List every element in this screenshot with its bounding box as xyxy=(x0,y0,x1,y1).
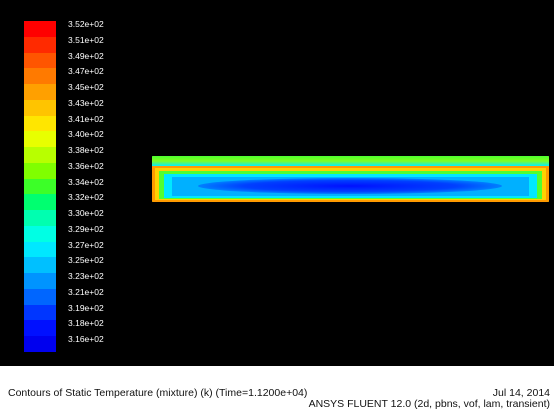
domain-cold-core xyxy=(198,178,502,194)
domain-top-band xyxy=(152,156,549,166)
color-legend-label: 3.32e+02 xyxy=(68,192,104,203)
color-legend-label: 3.19e+02 xyxy=(68,302,104,313)
color-legend-swatch xyxy=(24,36,56,53)
color-legend-label: 3.47e+02 xyxy=(68,66,104,77)
color-legend-swatch xyxy=(24,84,56,101)
color-legend-swatch xyxy=(24,241,56,258)
color-legend-swatch xyxy=(24,52,56,69)
color-legend-swatch xyxy=(24,178,56,195)
plot-caption-date: Jul 14, 2014 xyxy=(492,387,550,399)
color-legend-label: 3.21e+02 xyxy=(68,286,104,297)
color-legend-swatch xyxy=(24,115,56,132)
temperature-contour-domain xyxy=(152,156,549,202)
color-legend-label: 3.34e+02 xyxy=(68,176,104,187)
color-legend-label: 3.18e+02 xyxy=(68,318,104,329)
color-legend-label: 3.52e+02 xyxy=(68,19,104,29)
color-legend-swatch xyxy=(24,288,56,305)
color-legend-swatch xyxy=(24,210,56,227)
color-legend-label: 3.51e+02 xyxy=(68,34,104,45)
color-legend-label: 3.38e+02 xyxy=(68,145,104,156)
caption-bar: Contours of Static Temperature (mixture)… xyxy=(0,366,554,418)
color-legend-label: 3.49e+02 xyxy=(68,50,104,61)
color-legend-label: 3.45e+02 xyxy=(68,82,104,93)
color-legend-swatch xyxy=(24,320,56,337)
color-legend-label: 3.27e+02 xyxy=(68,239,104,250)
color-legend-label: 3.43e+02 xyxy=(68,97,104,108)
graphics-viewport[interactable]: 3.52e+02 3.51e+02 3.49e+02 3.47e+02 3.45e+02… xyxy=(0,0,554,366)
color-legend-swatch xyxy=(24,68,56,85)
color-legend-swatch xyxy=(24,131,56,148)
color-legend-label: 3.30e+02 xyxy=(68,208,104,219)
color-legend-swatch xyxy=(24,257,56,274)
color-legend-label: 3.29e+02 xyxy=(68,223,104,234)
color-legend-label: 3.40e+02 xyxy=(68,129,104,140)
color-legend-swatch xyxy=(24,304,56,321)
color-legend-swatch xyxy=(24,225,56,242)
color-legend-swatch xyxy=(24,21,56,37)
color-legend-label: 3.23e+02 xyxy=(68,271,104,282)
color-legend-swatch xyxy=(24,273,56,290)
plot-caption-title: Contours of Static Temperature (mixture)… xyxy=(8,387,308,399)
color-legend-swatch xyxy=(24,336,56,353)
color-legend-label: 3.16e+02 xyxy=(68,334,104,345)
color-legend-swatch xyxy=(24,162,56,179)
color-legend-bar xyxy=(24,21,56,353)
color-legend-swatch xyxy=(24,99,56,116)
color-legend-swatch xyxy=(24,194,56,211)
color-legend-label: 3.25e+02 xyxy=(68,255,104,266)
color-legend-label: 3.41e+02 xyxy=(68,113,104,124)
plot-caption-solver: ANSYS FLUENT 12.0 (2d, pbns, vof, lam, t… xyxy=(308,398,550,410)
color-legend-label: 3.36e+02 xyxy=(68,160,104,171)
color-legend-swatch xyxy=(24,147,56,164)
